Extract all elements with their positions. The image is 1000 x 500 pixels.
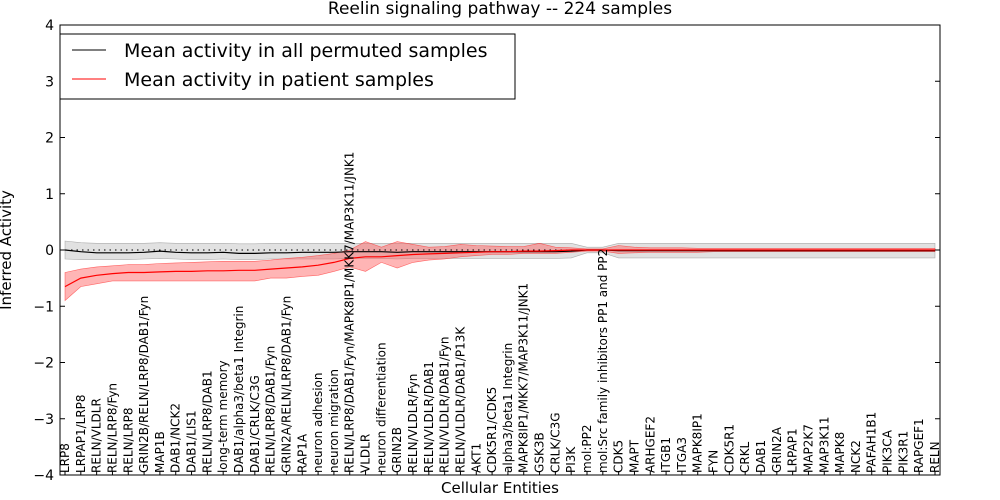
y-tick-label: 4 [45,18,54,34]
x-tick-label: MAPT [628,439,642,473]
x-tick-label: GSK3B [533,432,547,473]
x-tick-label: DAB1/alpha3/beta1 Integrin [232,306,246,473]
x-tick-label: LRPAP1/LRP8 [74,394,88,473]
x-tick-label: RAPGEF1 [912,418,926,473]
x-tick-label: MAPK8IP1 [691,413,705,473]
x-tick-label: mol:Src family inhibitors PP1 and PP2 [596,249,610,473]
x-tick-label: neuron adhesion [311,372,325,473]
y-tick-label: −1 [33,299,54,315]
x-tick-label: ITGA3 [675,437,689,473]
x-tick-label: AKT1 [469,443,483,473]
x-tick-label: GRIN2A/RELN/LRP8/DAB1/Fyn [280,296,294,473]
x-tick-label: PAFAH1B1 [865,412,879,473]
x-tick-label: MAP2K7 [802,424,816,473]
x-tick-label: DAB1 [754,440,768,473]
x-tick-label: RELN/LRP8/DAB1 [200,370,214,473]
legend-label-patient: Mean activity in patient samples [124,69,434,91]
x-tick-label: RELN/LRP8/DAB1/Fyn/MAPK8IP1/MKK7/MAP3K11… [343,152,357,473]
x-tick-label: RAP1A [295,433,309,473]
x-tick-label: CDK5R1 [722,424,736,473]
x-tick-label: RELN/VLDLR/DAB1 [422,361,436,473]
x-tick-label: MAP3K11 [817,416,831,473]
y-tick-label: 2 [45,131,54,147]
y-tick-label: −3 [33,412,54,428]
x-tick-label: RELN/VLDLR/DAB1/P13K [454,326,468,473]
x-tick-label: FYN [707,450,721,473]
legend-label-permuted: Mean activity in all permuted samples [124,40,487,62]
x-tick-label: GRIN2A [770,426,784,473]
x-tick-label: PIK3CA [881,429,895,473]
x-tick-label: LRPAP1 [786,428,800,473]
legend-box [59,33,516,100]
x-tick-label: long-term memory [216,360,230,473]
x-tick-label: PIK3R1 [896,431,910,473]
x-tick-label: RELN [928,441,942,473]
chart-title: Reelin signaling pathway -- 224 samples [328,0,672,19]
y-tick-label: −4 [33,468,54,484]
x-tick-label: RELN/VLDLR/Fyn [406,374,420,473]
y-tick-label: 3 [45,74,54,90]
x-tick-label: alpha3/beta1 Integrin [501,343,515,473]
x-tick-label: neuron migration [327,369,341,473]
x-tick-label: RELN/LRP8/Fyn [106,383,120,473]
x-tick-label: neuron differentiation [374,342,388,473]
y-axis-label: Inferred Activity [0,190,15,310]
x-tick-label: CRLK/C3G [548,412,562,473]
x-tick-label: CRKL [738,441,752,473]
x-tick-label: VLDLR [359,434,373,473]
x-tick-label: RELN/VLDLR/DAB1/Fyn [438,336,452,472]
x-tick-label: MAPK8 [833,432,847,473]
legend: Mean activity in all permuted samples Me… [59,33,516,100]
x-tick-label: DAB1/CRLK/C3G [248,375,262,473]
x-tick-label: DAB1/LIS1 [185,410,199,473]
x-tick-label: CDK5R1/CDK5 [485,387,499,473]
x-tick-label: GRIN2B/RELN/LRP8/DAB1/Fyn [137,296,151,473]
y-tick-label: 0 [45,243,54,259]
x-tick-label: PI3K [564,446,578,473]
x-tick-label: LRP8 [58,443,72,473]
x-tick-label: ITGB1 [659,437,673,473]
x-tick-label: RELN/LRP8/DAB1/Fyn [264,346,278,473]
x-tick-label: DAB1/NCK2 [169,403,183,473]
series-line-patient [64,249,935,288]
x-tick-label: ARHGEF2 [643,416,657,473]
y-tick-label: −2 [33,356,54,372]
x-tick-label: MAP1B [153,431,167,473]
band-patient [64,241,936,302]
x-tick-label: MAPK8IP1/MKK7/MAP3K11/JNK1 [517,283,531,473]
y-tick-label: 1 [45,187,54,203]
x-tick-label: GRIN2B [390,427,404,473]
x-tick-label: CDK5 [612,440,626,473]
x-axis-label: Cellular Entities [441,479,559,497]
x-tick-label: RELN/LRP8 [121,407,135,473]
x-tick-label: NCK2 [849,440,863,473]
x-tick-label: mol:PP2 [580,424,594,473]
x-tick-label: RELN/VLDLR [90,398,104,473]
